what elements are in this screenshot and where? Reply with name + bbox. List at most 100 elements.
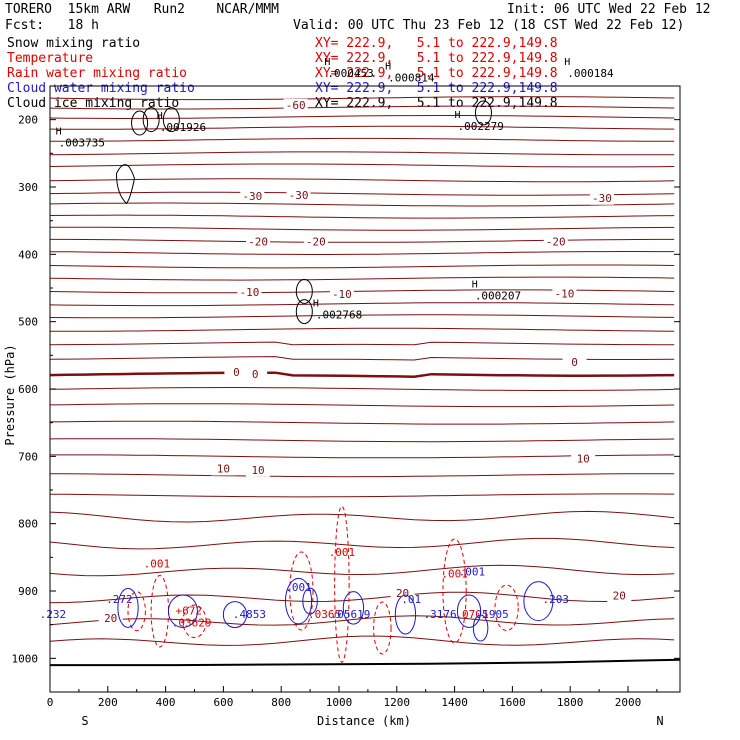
y-tick-label: 300 [18,181,38,194]
legend-cloud-water: Cloud water mixing ratio [7,81,195,96]
y-tick-label: 700 [18,450,38,463]
isotherm-line [49,163,675,168]
isotherm-label-bg [552,287,577,301]
legend-rain-xy: XY= 222.9, 5.1 to 222.9,149.8 [315,66,558,81]
y-tick-label: 400 [18,248,38,261]
isotherm-line [50,327,675,332]
isotherm-label-bg [240,189,265,203]
isotherm-label-bg [390,587,415,601]
isotherm-label-bg [543,235,568,249]
isotherm-label: 0 [571,356,578,369]
cloud-water-label: .3176 [424,608,457,621]
isotherm-line [49,302,675,307]
isotherm-line [49,214,675,219]
isotherm-label-bg [283,98,308,112]
snow-max-value: .002768 [316,308,362,321]
isotherm-label: -20 [306,236,326,249]
x-tick-label: 0 [47,696,54,709]
snow-max-marker: H [56,127,62,138]
isotherm-line [49,264,675,269]
y-tick-label: 200 [18,114,38,127]
snow-max-marker: H [157,111,163,122]
isotherm-line [49,403,675,408]
y-tick-label: 900 [18,585,38,598]
x-tick-label: 600 [213,696,233,709]
isotherm-label-bg [562,356,587,370]
rain-label: +672 [175,605,202,618]
cloud-water-contour [394,594,417,635]
isotherm-line [49,387,675,391]
forecast-hour: Fcst: 18 h [5,18,99,33]
legend-temperature-xy: XY= 222.9, 5.1 to 222.9,149.8 [315,51,558,66]
isotherm-line [49,438,675,443]
cloud-water-label: .01 [401,593,421,606]
cloud-water-label: .001 [459,566,486,579]
isotherm-line [50,226,675,231]
isotherm-label-bg [211,462,236,476]
cloud-water-contour [523,581,554,622]
isotherm-line [49,289,675,294]
isotherm-label: -60 [286,99,306,112]
snow-contour [295,278,313,304]
isotherm-label: 10 [217,462,230,475]
snow-contour [295,299,313,325]
x-tick-label: 1000 [326,696,353,709]
cloud-water-contour [222,601,248,629]
isotherm-line [50,137,675,142]
snow-max-value: .000814 [388,71,435,84]
isotherm-label: 10 [251,464,264,477]
snow-contour [162,107,180,133]
snow-max-marker: H [385,61,391,72]
north-label: N [656,714,663,728]
cloud-water-label: .272 [106,593,133,606]
snow-contour [142,107,160,133]
isotherm-label-bg [303,235,328,249]
isotherm-line [49,125,675,130]
surface-line [50,658,681,667]
isotherm-line [49,591,675,604]
rain-contour [127,591,146,632]
snow-max-marker: H [564,57,570,68]
isotherm-line [49,251,675,255]
snow-contour [131,110,149,136]
isotherm-line [49,371,675,378]
isotherm-line [49,510,675,523]
isotherm-label: -10 [332,288,352,301]
x-tick-label: 1200 [384,696,411,709]
x-tick-label: 2000 [615,696,642,709]
isotherm-line [49,314,675,319]
rain-contour [334,505,350,663]
isotherm-line [49,537,675,550]
snow-max-marker: H [454,110,460,121]
isotherm-line [49,341,675,346]
isotherm-label: -20 [546,236,566,249]
cloud-water-contour [117,587,139,628]
rain-contour [289,551,314,631]
isotherm-line [49,420,675,425]
isotherm-label-bg [246,463,271,477]
isotherm-label: 10 [577,452,590,465]
isotherm-label-bg [589,191,614,205]
isotherm-line [50,238,675,243]
snow-max-value: .000453 [327,67,373,80]
isotherm-label: 20 [613,590,626,603]
isotherm-label: -20 [248,236,268,249]
rain-label: .001 [329,546,356,559]
isotherm-line [49,615,675,626]
isotherm-label: -30 [592,192,612,205]
legend-snow: Snow mixing ratio [7,36,141,51]
valid-time: Valid: 00 UTC Thu 23 Feb 12 (18 CST Wed … [293,18,685,33]
y-tick-label: 800 [18,518,38,531]
rain-contour [373,601,392,655]
isotherm-label-bg [329,288,354,302]
isotherm-label-bg [224,366,249,380]
cloud-water-contour [284,577,313,625]
snow-contour [474,100,492,126]
cloud-water-contour [472,614,489,642]
x-tick-label: 400 [156,696,176,709]
x-tick-label: 1400 [441,696,468,709]
legend-rain: Rain water mixing ratio [7,66,188,81]
isotherm-line [49,493,675,498]
cloud-water-contour [456,594,482,628]
model-title: TORERO 15km ARW Run2 NCAR/MMM [5,2,279,17]
